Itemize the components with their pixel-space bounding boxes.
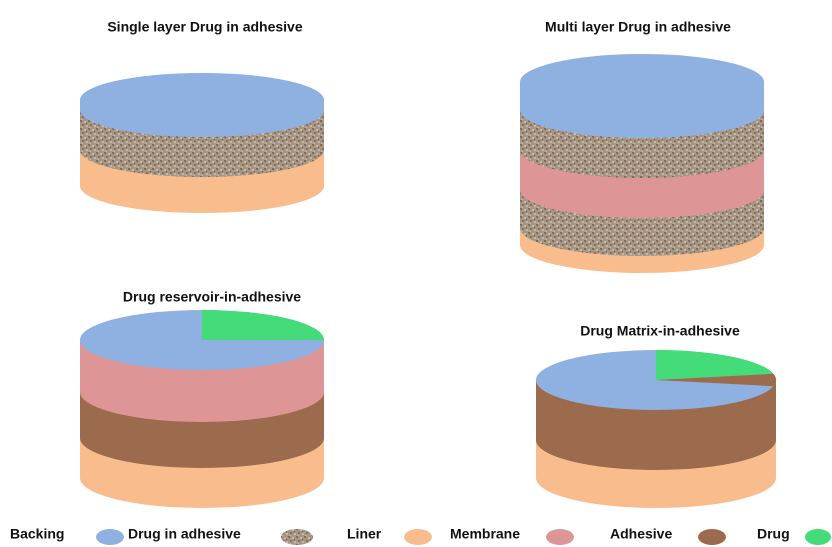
panel-title: Multi layer Drug in adhesive <box>545 19 731 35</box>
pie-wedge <box>202 310 324 340</box>
cylinders <box>80 54 776 508</box>
panel-title: Single layer Drug in adhesive <box>107 19 303 35</box>
legend: Backing Drug in adhesive Liner Membrane … <box>10 526 831 545</box>
legend-swatch <box>546 529 574 545</box>
pie-wedge <box>656 373 776 387</box>
pie-wedge <box>656 350 774 380</box>
legend-label: Drug in adhesive <box>128 526 241 542</box>
legend-swatch <box>805 529 831 545</box>
legend-label: Backing <box>10 526 64 542</box>
legend-label: Drug <box>757 526 790 542</box>
cylinder-top <box>520 54 764 110</box>
panel-title: Drug Matrix-in-adhesive <box>580 323 740 339</box>
legend-label: Adhesive <box>610 526 672 542</box>
legend-swatch <box>698 529 726 545</box>
legend-label: Liner <box>347 526 382 542</box>
cylinder-top <box>80 73 324 127</box>
legend-swatch <box>96 529 124 545</box>
legend-swatch <box>404 529 432 545</box>
legend-swatch <box>281 529 313 545</box>
panel-title: Drug reservoir-in-adhesive <box>123 289 301 305</box>
legend-label: Membrane <box>450 526 520 542</box>
